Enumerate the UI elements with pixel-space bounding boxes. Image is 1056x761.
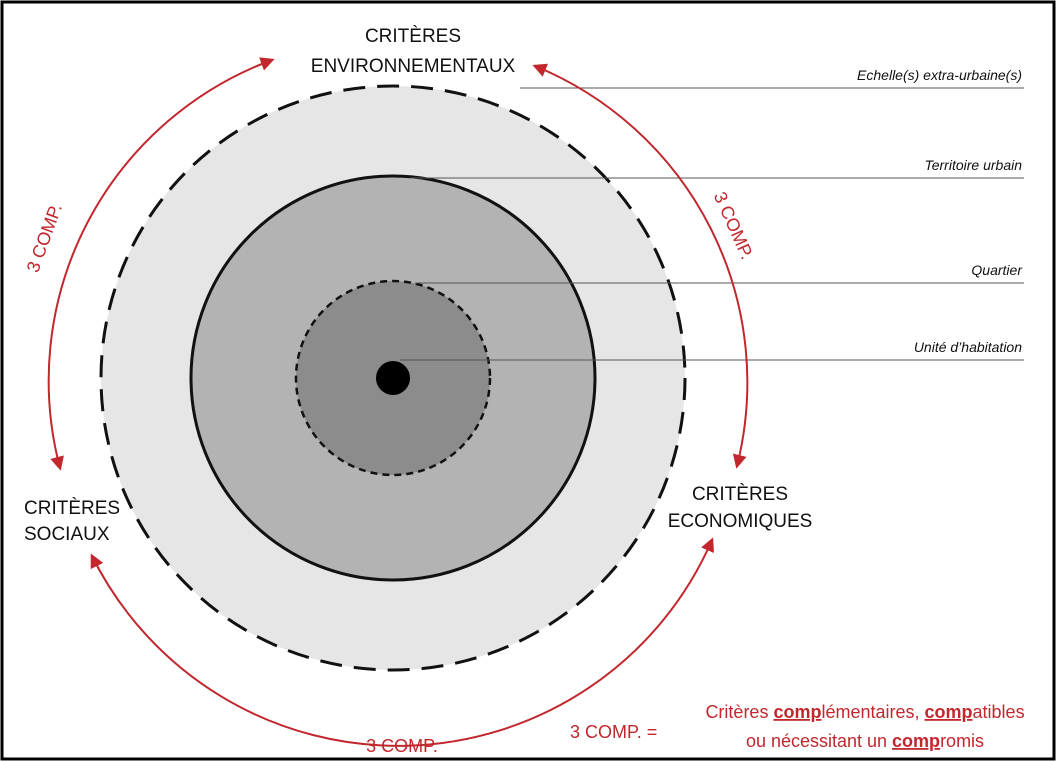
criteria-label: ECONOMIQUES bbox=[668, 511, 813, 532]
arc-arrow bbox=[532, 63, 749, 469]
legend-text: romis bbox=[940, 731, 984, 751]
legend-text: ou nécessitant un bbox=[746, 731, 892, 751]
criteria-label: CRITÈRES bbox=[365, 26, 461, 47]
legend-key: 3 COMP. = bbox=[570, 722, 657, 742]
arc-arrow bbox=[90, 537, 714, 747]
criteria-label: CRITÈRES bbox=[24, 498, 120, 519]
legend-underlined: comp bbox=[925, 702, 973, 722]
criteria-label: ENVIRONNEMENTAUX bbox=[311, 56, 516, 77]
arc-arrow bbox=[47, 57, 275, 471]
legend-underlined: comp bbox=[892, 731, 940, 751]
criteria-label: CRITÈRES bbox=[692, 484, 788, 505]
scale-label: Unité d’habitation bbox=[914, 339, 1022, 355]
legend-text: Critères bbox=[705, 702, 773, 722]
legend-text: atibles bbox=[973, 702, 1025, 722]
scale-label: Territoire urbain bbox=[924, 157, 1022, 173]
legend-underlined: comp bbox=[773, 702, 821, 722]
scale-label: Quartier bbox=[971, 262, 1023, 278]
arc-label: 3 COMP. bbox=[366, 736, 438, 756]
legend-line: Critères complémentaires, compatibles bbox=[705, 702, 1024, 722]
legend-line: ou nécessitant un compromis bbox=[746, 731, 984, 751]
scale-label: Echelle(s) extra-urbaine(s) bbox=[857, 67, 1022, 83]
legend-text: lémentaires, bbox=[821, 702, 924, 722]
criteria-label: SOCIAUX bbox=[24, 524, 110, 545]
dwelling-dot bbox=[376, 361, 410, 395]
